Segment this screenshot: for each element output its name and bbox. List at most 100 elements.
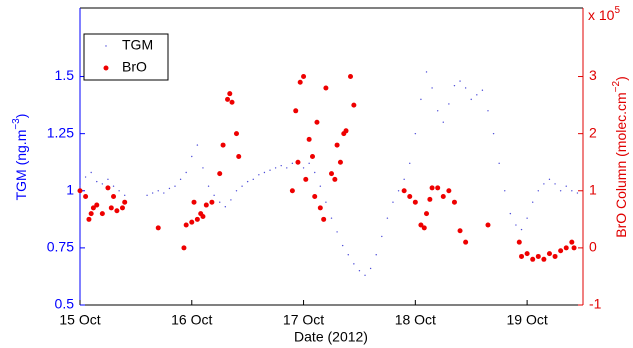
data-point [286,167,288,169]
y2-axis-label-text: ) [613,76,629,81]
data-point [498,162,500,165]
data-point [224,206,227,208]
data-point [293,108,299,114]
data-point [194,216,200,222]
data-point [289,188,295,194]
data-point [448,103,450,105]
data-point [230,199,232,201]
data-point [94,202,100,208]
data-point [336,231,338,233]
data-point [446,188,452,194]
data-point [470,98,472,101]
data-point [425,71,428,73]
data-point [554,183,556,185]
data-point [189,219,195,225]
x-tick-label: 17 Oct [283,312,324,328]
data-point [442,121,444,123]
data-point [84,176,87,178]
x-tick-label: 15 Oct [59,312,100,328]
data-point [196,144,199,146]
data-point [530,256,536,262]
data-point [392,201,394,203]
y2-axis-label-exponent: −2 [611,80,622,92]
data-point [520,228,523,231]
data-point [403,178,405,181]
data-point [77,188,83,194]
legend-label: BrO [122,59,147,75]
data-point [246,180,249,183]
data-point [181,245,187,251]
data-point [179,178,182,181]
data-point [314,119,320,125]
data-point [297,79,303,85]
data-point [303,176,309,182]
data-point [317,205,323,211]
data-point [558,248,564,254]
data-point [453,84,456,87]
data-point [418,222,424,228]
data-point [565,185,567,187]
data-point [546,251,552,257]
data-point [348,74,354,80]
data-point [309,154,315,159]
data-point [569,239,575,245]
data-point [537,190,539,192]
data-point [532,201,534,203]
data-point [571,190,573,192]
y2-multiplier-exponent: 5 [614,5,620,16]
data-point [407,193,413,199]
data-point [421,225,427,231]
data-point [312,193,318,199]
data-point [552,253,558,259]
data-point [155,225,161,231]
data-point [401,188,407,194]
data-point [369,267,372,270]
data-point [341,244,344,247]
legend-box [83,33,169,81]
data-point [463,239,469,245]
x-tick-label: 19 Oct [506,312,547,328]
data-point [519,253,525,259]
data-point [485,222,491,228]
data-point [118,190,120,192]
data-point [526,217,528,219]
data-point [191,155,193,158]
y2-tick-label: 2 [589,124,597,140]
data-point [225,96,231,102]
data-point [535,253,541,259]
data-point [353,263,355,265]
data-point [412,199,418,205]
data-point [509,212,512,215]
data-point [424,211,430,217]
data-point [229,99,235,105]
data-point [90,205,96,211]
data-point [99,211,105,217]
data-point [451,199,457,205]
y2-tick-label: 0 [589,239,597,255]
data-point [124,194,126,197]
legend-label: TGM [122,37,153,53]
legend-marker [105,45,107,47]
data-point [112,185,115,187]
data-point [241,185,243,187]
data-point [409,162,411,165]
data-point [209,199,215,205]
data-point [571,245,577,251]
y-tick-label: 0.75 [47,239,74,255]
data-point [435,185,441,191]
data-point [337,159,343,165]
data-point [88,211,94,217]
data-point [280,164,282,167]
data-point [343,128,349,134]
data-point [233,131,239,137]
data-point [108,205,114,211]
data-point [157,190,159,192]
y-axis-label-text: ) [13,114,29,119]
data-point [314,171,316,174]
data-point [168,187,171,190]
data-point [119,205,125,211]
data-point [258,174,260,176]
data-point [543,183,545,185]
y-tick-label: 0.5 [55,296,75,312]
y2-tick-label: 1 [589,181,597,197]
